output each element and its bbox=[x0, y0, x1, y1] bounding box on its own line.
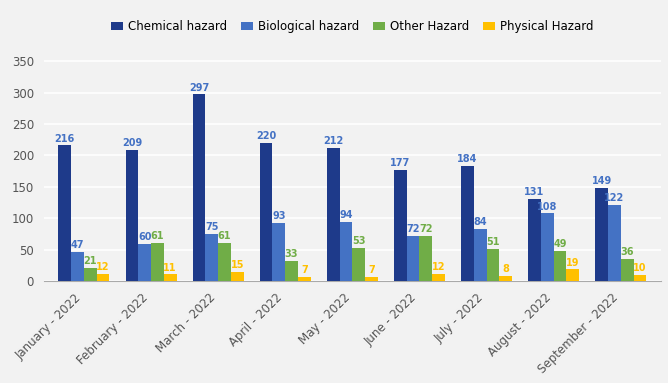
Bar bbox=[633, 275, 647, 282]
Text: 36: 36 bbox=[621, 247, 634, 257]
Bar bbox=[608, 205, 621, 282]
Text: 53: 53 bbox=[352, 236, 365, 246]
Bar bbox=[499, 277, 512, 282]
Bar bbox=[528, 199, 541, 282]
Text: 61: 61 bbox=[218, 231, 231, 241]
Bar bbox=[164, 275, 176, 282]
Bar bbox=[566, 269, 579, 282]
Bar bbox=[621, 259, 633, 282]
Text: 72: 72 bbox=[406, 224, 420, 234]
Bar bbox=[205, 234, 218, 282]
Bar bbox=[71, 252, 84, 282]
Text: 7: 7 bbox=[301, 265, 308, 275]
Text: 12: 12 bbox=[96, 262, 110, 272]
Text: 19: 19 bbox=[566, 257, 580, 268]
Text: 7: 7 bbox=[368, 265, 375, 275]
Text: 10: 10 bbox=[633, 263, 647, 273]
Text: 212: 212 bbox=[323, 136, 343, 146]
Bar bbox=[298, 277, 311, 282]
Text: 216: 216 bbox=[55, 134, 75, 144]
Legend: Chemical hazard, Biological hazard, Other Hazard, Physical Hazard: Chemical hazard, Biological hazard, Othe… bbox=[107, 16, 598, 38]
Text: 61: 61 bbox=[150, 231, 164, 241]
Text: 11: 11 bbox=[164, 263, 177, 273]
Text: 33: 33 bbox=[285, 249, 299, 259]
Text: 94: 94 bbox=[339, 210, 353, 220]
Bar bbox=[218, 243, 231, 282]
Bar bbox=[461, 165, 474, 282]
Text: 149: 149 bbox=[592, 176, 612, 186]
Text: 12: 12 bbox=[432, 262, 446, 272]
Bar bbox=[339, 222, 352, 282]
Text: 75: 75 bbox=[205, 222, 218, 232]
Bar bbox=[231, 272, 244, 282]
Bar bbox=[260, 143, 273, 282]
Bar bbox=[84, 268, 97, 282]
Bar bbox=[365, 277, 378, 282]
Bar bbox=[58, 146, 71, 282]
Text: 15: 15 bbox=[230, 260, 244, 270]
Bar bbox=[97, 274, 110, 282]
Text: 184: 184 bbox=[458, 154, 478, 164]
Bar bbox=[394, 170, 407, 282]
Bar bbox=[474, 229, 486, 282]
Bar bbox=[407, 236, 420, 282]
Text: 8: 8 bbox=[502, 265, 509, 275]
Text: 21: 21 bbox=[84, 256, 97, 266]
Text: 60: 60 bbox=[138, 232, 152, 242]
Text: 72: 72 bbox=[419, 224, 433, 234]
Text: 122: 122 bbox=[605, 193, 625, 203]
Bar bbox=[486, 249, 499, 282]
Text: 93: 93 bbox=[272, 211, 286, 221]
Bar bbox=[595, 188, 608, 282]
Text: 297: 297 bbox=[189, 82, 209, 93]
Bar bbox=[420, 236, 432, 282]
Bar bbox=[327, 148, 339, 282]
Text: 49: 49 bbox=[553, 239, 567, 249]
Bar bbox=[285, 260, 298, 282]
Text: 51: 51 bbox=[486, 237, 500, 247]
Bar bbox=[432, 274, 445, 282]
Bar bbox=[273, 223, 285, 282]
Text: 108: 108 bbox=[537, 201, 558, 211]
Text: 177: 177 bbox=[390, 158, 410, 168]
Text: 47: 47 bbox=[71, 240, 84, 250]
Bar bbox=[554, 250, 566, 282]
Bar bbox=[192, 94, 205, 282]
Bar bbox=[151, 243, 164, 282]
Bar bbox=[352, 248, 365, 282]
Text: 84: 84 bbox=[474, 217, 487, 227]
Text: 131: 131 bbox=[524, 187, 544, 197]
Text: 209: 209 bbox=[122, 138, 142, 148]
Bar bbox=[138, 244, 151, 282]
Text: 220: 220 bbox=[256, 131, 277, 141]
Bar bbox=[541, 213, 554, 282]
Bar bbox=[126, 150, 138, 282]
